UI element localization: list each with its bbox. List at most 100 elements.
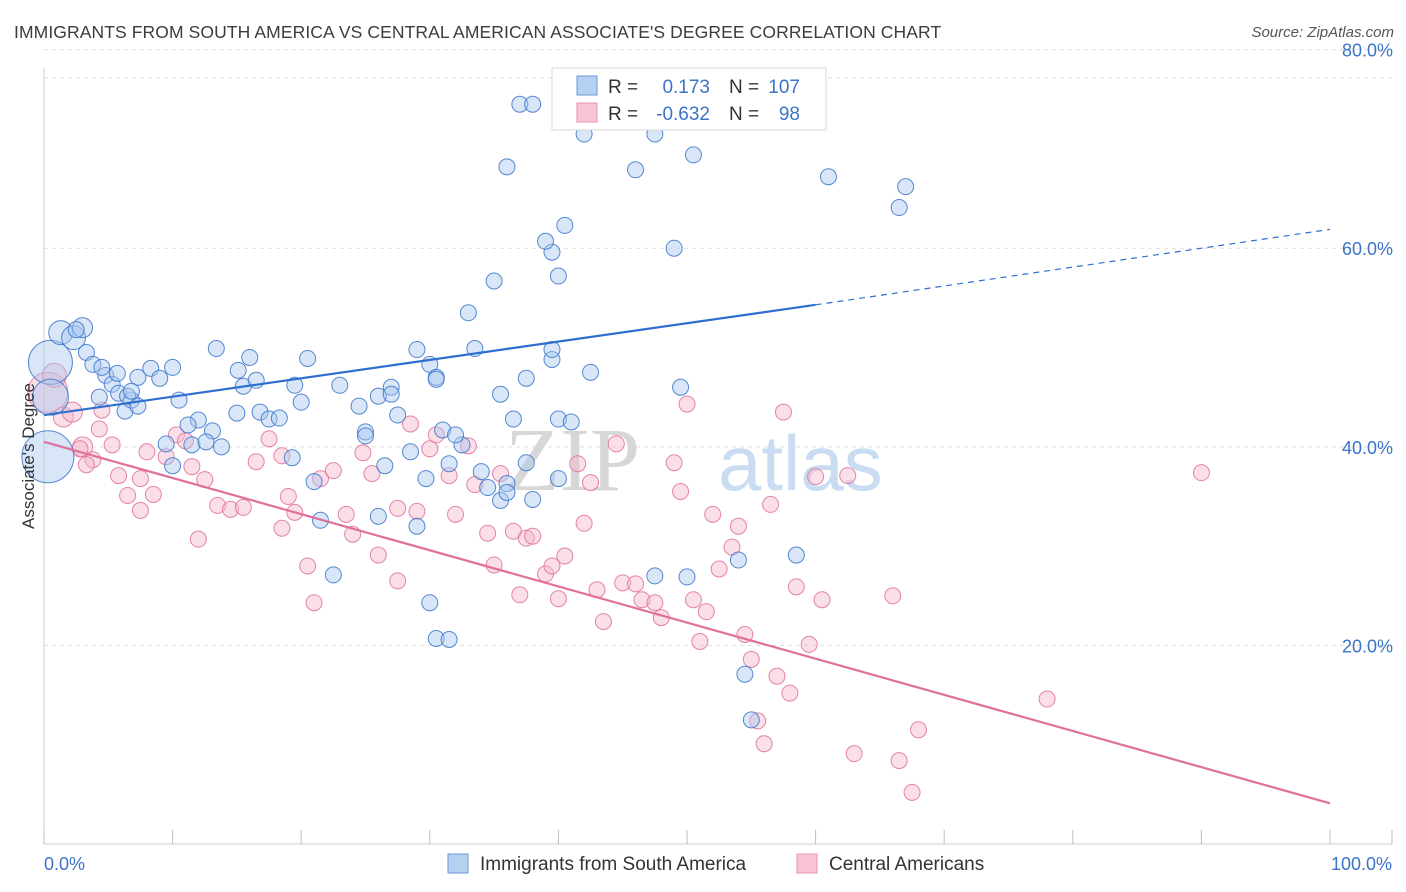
y-tick-label: 40.0% [1342,438,1393,458]
data-point [305,594,323,612]
legend-r-value-1: 0.173 [662,77,710,98]
data-point [453,436,471,454]
data-point [807,468,825,486]
y-tick-label: 80.0% [1342,41,1393,61]
data-point [305,473,323,491]
data-point [157,435,175,453]
watermark-atlas: atlas [718,419,883,507]
bottom-legend-label-blue: Immigrants from South America [480,854,747,875]
data-point [90,420,108,438]
data-point [459,304,477,322]
data-point [151,369,169,387]
data-point [517,369,535,387]
data-point [84,355,102,373]
data-point [749,712,767,730]
data-point [813,591,831,609]
data-point [665,239,683,257]
x-tick-label-min: 0.0% [44,854,85,874]
data-point [800,635,818,653]
stats-legend: R = 0.173 N = 107 R = -0.632 N = 98 [551,67,827,131]
data-point [389,499,407,517]
data-point [331,376,349,394]
data-point [575,514,593,532]
series-legend: Immigrants from South America Central Am… [447,853,984,875]
data-point [221,500,239,518]
source-label: Source: ZipAtlas.com [1251,24,1394,41]
data-point [517,454,535,472]
data-point [402,415,420,433]
data-point [427,370,445,388]
data-point [498,475,516,493]
data-point [299,349,317,367]
data-point [582,363,600,381]
data-point [543,557,561,575]
axes [43,68,1393,845]
data-point [241,348,259,366]
data-point [569,455,587,473]
data-point [768,667,786,685]
data-point [279,487,297,505]
data-point [110,467,128,485]
data-point [1038,690,1056,708]
data-point [549,410,567,428]
data-point [144,485,162,503]
data-point [459,437,477,455]
legend-swatch-blue [576,75,598,96]
data-point [742,650,760,668]
data-point [447,426,465,444]
data-point [357,427,374,445]
data-point [492,385,510,403]
data-point [357,423,374,441]
data-point [108,364,126,382]
x-tick-label-max: 100.0% [1331,854,1392,874]
data-point [67,321,85,339]
data-point [369,387,387,405]
data-point [292,393,310,411]
data-point [691,632,709,650]
trendline-pink [43,440,1331,805]
data-point [212,438,230,456]
data-point [742,711,760,729]
data-point [179,416,197,434]
data-point [524,527,542,545]
data-point [556,216,574,234]
data-point [183,436,201,454]
data-point [247,453,265,471]
data-point [27,339,73,385]
data-point [251,403,269,421]
data-point [678,568,696,586]
data-point [704,505,722,523]
data-point [228,404,246,422]
data-point [684,591,702,609]
data-point [511,95,529,113]
data-point [549,267,567,285]
data-point [646,594,664,612]
data-point [408,517,426,535]
data-point [90,388,108,406]
data-point [131,501,149,519]
data-point [517,529,535,547]
data-point [260,430,278,448]
data-point [408,502,426,520]
legend-r-value-2: -0.632 [656,104,710,125]
data-point [755,735,773,753]
data-point [417,470,435,488]
data-point [157,448,175,466]
legend-n-value-1: 107 [768,77,800,98]
data-point [376,457,394,475]
data-point [1192,464,1210,482]
data-point [607,435,625,453]
data-point [440,455,458,473]
trendline-blue-dashed [815,228,1331,306]
data-point [684,146,702,164]
data-point [138,443,156,461]
chart-title: IMMIGRANTS FROM SOUTH AMERICA VS CENTRAL… [14,22,942,42]
data-point [543,350,561,368]
data-point [909,721,927,739]
bottom-legend-label-pink: Central Americans [829,854,984,875]
data-point [498,483,516,501]
series-blue [21,78,915,729]
data-point [389,572,407,590]
data-point [582,474,600,492]
data-point [787,546,805,564]
